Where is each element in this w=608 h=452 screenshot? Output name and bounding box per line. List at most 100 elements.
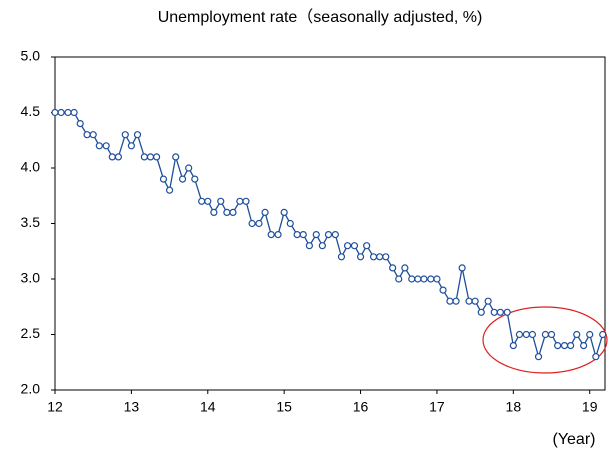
data-point (83, 131, 91, 139)
y-tick-label: 2.5 (21, 325, 41, 341)
data-point (515, 330, 524, 339)
data-point (331, 231, 339, 239)
data-point (210, 208, 218, 216)
data-point (299, 231, 307, 239)
y-tick-label: 3.5 (21, 214, 41, 230)
highlight-ellipse (482, 306, 608, 374)
data-point (51, 108, 59, 117)
data-point (446, 297, 454, 305)
data-point (274, 231, 282, 239)
data-point (293, 231, 301, 239)
data-point (452, 297, 460, 305)
data-point (599, 330, 607, 339)
data-point (420, 275, 428, 283)
data-point (185, 164, 193, 172)
data-point (261, 208, 269, 216)
data-point (490, 308, 498, 316)
data-point (217, 197, 225, 205)
data-point (70, 108, 78, 117)
data-point (408, 275, 416, 283)
x-tick-label: 18 (506, 399, 522, 415)
data-point (255, 219, 263, 228)
x-tick-label: 17 (429, 399, 445, 415)
data-point (522, 330, 530, 339)
data-point (76, 119, 84, 128)
data-point (305, 242, 313, 250)
chart-title: Unemployment rate（seasonally adjusted, %… (158, 8, 483, 26)
data-point (573, 330, 581, 339)
data-point (127, 142, 135, 150)
data-point (57, 108, 65, 117)
data-point (64, 108, 72, 117)
y-tick-label: 4.0 (21, 159, 41, 175)
data-point (414, 275, 422, 283)
data-point (337, 253, 346, 261)
data-point (369, 253, 378, 261)
data-point (586, 330, 594, 339)
data-point (248, 219, 256, 228)
data-point (267, 231, 275, 239)
data-point (108, 153, 116, 161)
data-point (242, 197, 250, 205)
data-point (458, 264, 466, 272)
data-point (236, 197, 244, 205)
data-point (567, 342, 575, 350)
data-point (528, 330, 537, 339)
data-point (280, 208, 288, 216)
data-point (496, 308, 504, 316)
data-point (318, 242, 326, 250)
data-point (133, 131, 142, 139)
data-point (471, 297, 479, 305)
data-point (172, 153, 180, 161)
data-point (376, 253, 384, 261)
data-point (560, 342, 569, 350)
data-point (198, 197, 206, 205)
plot-frame (54, 56, 606, 391)
data-point (541, 330, 550, 339)
data-point (580, 342, 588, 350)
data-point (477, 308, 485, 316)
data-point (165, 186, 174, 194)
x-tick-label: 16 (353, 399, 369, 415)
y-tick-label: 3.0 (21, 270, 41, 286)
data-point (89, 131, 97, 139)
x-axis-label: (Year) (553, 431, 596, 448)
x-tick-label: 14 (200, 399, 216, 415)
data-point (401, 264, 409, 272)
data-point (592, 353, 600, 361)
data-point (547, 330, 556, 339)
x-tick-label: 19 (582, 399, 598, 415)
data-point (140, 153, 148, 161)
data-point (114, 153, 123, 161)
data-point (102, 142, 110, 150)
data-point (395, 275, 403, 283)
data-point (363, 242, 371, 250)
data-point (382, 253, 390, 261)
data-point (312, 231, 320, 239)
data-point (286, 219, 294, 228)
y-tick-label: 5.0 (21, 48, 41, 64)
data-point (503, 308, 511, 316)
x-tick-label: 13 (124, 399, 140, 415)
data-point (204, 197, 212, 205)
data-point (178, 175, 187, 183)
data-point (152, 153, 161, 161)
data-point (389, 264, 397, 272)
data-point (433, 275, 441, 283)
data-point (509, 342, 517, 350)
data-point (343, 242, 352, 250)
data-point (427, 275, 435, 283)
data-point (223, 208, 231, 216)
data-point (191, 175, 199, 183)
data-point (554, 342, 562, 350)
x-tick-label: 12 (47, 399, 63, 415)
data-point (159, 175, 168, 183)
y-tick-label: 2.0 (21, 381, 41, 397)
data-point (350, 242, 359, 250)
data-point (146, 153, 155, 161)
data-point (95, 142, 103, 150)
data-point (356, 253, 365, 261)
y-tick-label: 4.5 (21, 103, 41, 119)
data-point (324, 231, 333, 239)
